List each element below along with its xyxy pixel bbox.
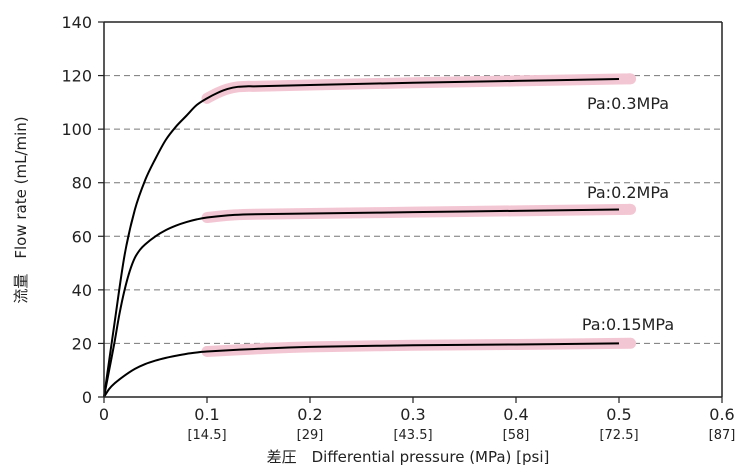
x-tick-label: 0.2 — [297, 405, 322, 424]
y-tick-label: 60 — [72, 227, 92, 246]
series-line — [103, 78, 620, 398]
y-tick-label: 0 — [82, 388, 92, 407]
y-tick-label: 120 — [61, 67, 92, 86]
x-tick-labels: 0 0.1 [14.5] 0.2 [29] 0.3 [43.5] 0.4 [58] 0.5 [72.… — [99, 397, 735, 443]
series-lines — [103, 78, 620, 398]
series-label: Pa:0.3MPa — [587, 94, 669, 113]
series-line — [103, 208, 620, 398]
x-tick-label: 0.6 — [709, 405, 734, 424]
x-tick-label: 0.3 — [400, 405, 425, 424]
x-tick-label: 0.4 — [503, 405, 528, 424]
x-tick-label: 0 — [99, 405, 109, 424]
y-axis-title: 流量 Flow rate (mL/min) — [12, 116, 30, 303]
x-tick-psi-label: [72.5] — [599, 428, 638, 443]
x-tick-psi-label: [87] — [709, 428, 736, 443]
grid-lines — [104, 21, 723, 397]
x-axis-title: 差圧 Differential pressure (MPa) [psi] — [267, 448, 550, 466]
highlight-bands — [201, 73, 637, 357]
y-tick-label: 100 — [61, 120, 92, 139]
x-tick-psi-label: [58] — [503, 428, 530, 443]
series-label: Pa:0.15MPa — [582, 315, 674, 334]
x-tick-label: 0.1 — [194, 405, 219, 424]
x-tick-psi-label: [14.5] — [187, 428, 226, 443]
series-label: Pa:0.2MPa — [587, 183, 669, 202]
y-tick-labels: 0 20 40 60 80 100 120 140 — [61, 13, 104, 407]
series-line — [103, 342, 620, 398]
y-tick-label: 40 — [72, 281, 92, 300]
series-labels: Pa:0.3MPa Pa:0.2MPa Pa:0.15MPa — [582, 94, 674, 334]
x-tick-psi-label: [43.5] — [393, 428, 432, 443]
y-tick-label: 140 — [61, 13, 92, 32]
y-tick-label: 80 — [72, 174, 92, 193]
x-tick-psi-label: [29] — [297, 428, 324, 443]
y-tick-label: 20 — [72, 334, 92, 353]
x-tick-label: 0.5 — [606, 405, 631, 424]
